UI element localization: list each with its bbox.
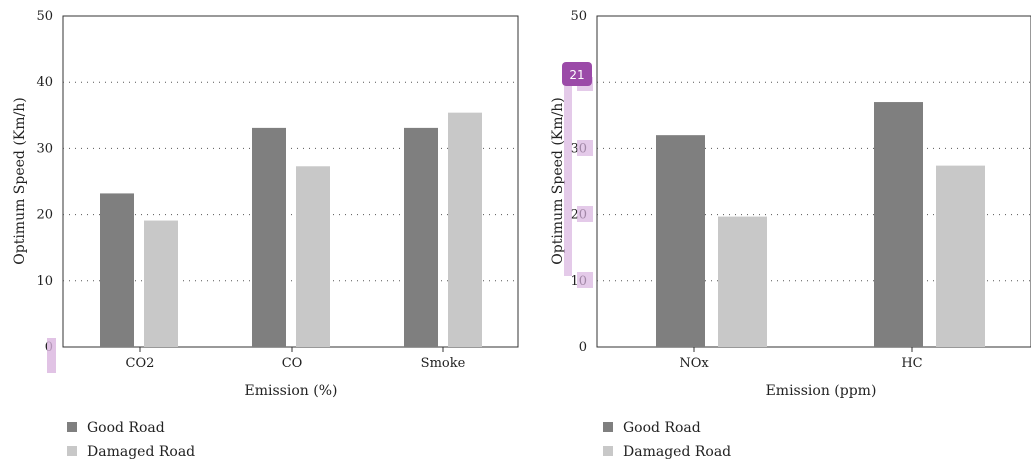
x-axis-title: Emission (%) xyxy=(245,383,338,399)
x-tick-label: Smoke xyxy=(421,356,466,371)
bar-damaged-road-co2 xyxy=(144,220,178,347)
legend-swatch xyxy=(603,422,613,432)
y-axis-title: Optimum Speed (Km/h) xyxy=(12,97,28,265)
legend-swatch xyxy=(67,446,77,456)
chart-panel-2: 01020304050NOxHCEmission (ppm)Optimum Sp… xyxy=(550,9,1031,460)
annotation-overlay: 21 xyxy=(47,62,593,373)
y-tick-label: 40 xyxy=(36,75,53,90)
bar-good-road-co xyxy=(252,127,286,348)
y-tick-label: 50 xyxy=(36,9,53,24)
y-tick-label: 0 xyxy=(579,340,587,355)
legend-label: Good Road xyxy=(623,420,701,436)
highlight-mark xyxy=(577,272,593,288)
legend-swatch xyxy=(67,422,77,432)
bar-good-road-hc xyxy=(874,102,923,347)
y-tick-label: 30 xyxy=(36,141,53,156)
bar-damaged-road-nox xyxy=(718,216,767,347)
chart-panel-1: 01020304050CO2COSmokeEmission (%)Optimum… xyxy=(12,9,519,460)
x-tick-label: HC xyxy=(901,356,922,371)
bar-damaged-road-co xyxy=(296,166,330,347)
y-axis-title: Optimum Speed (Km/h) xyxy=(550,97,566,265)
highlight-mark xyxy=(564,86,572,276)
bar-good-road-smoke xyxy=(404,127,438,348)
legend-label: Good Road xyxy=(87,420,165,436)
highlight-mark xyxy=(47,338,56,373)
plot-frame xyxy=(596,15,1031,348)
x-axis-title: Emission (ppm) xyxy=(766,383,877,399)
x-tick-label: NOx xyxy=(679,356,709,371)
y-tick-label: 10 xyxy=(36,274,53,289)
y-tick-label: 50 xyxy=(570,9,587,24)
highlight-mark xyxy=(577,206,593,222)
legend-label: Damaged Road xyxy=(87,444,195,460)
x-tick-label: CO xyxy=(282,356,303,371)
bar-good-road-nox xyxy=(656,135,705,347)
highlight-mark xyxy=(577,140,593,156)
bar-damaged-road-hc xyxy=(936,165,985,347)
number-badge-label: 21 xyxy=(569,68,584,82)
number-badge xyxy=(562,62,592,86)
bar-good-road-co2 xyxy=(100,193,134,347)
bar-damaged-road-smoke xyxy=(448,112,482,347)
plot-frame xyxy=(62,15,519,348)
y-tick-label: 20 xyxy=(36,208,53,223)
legend-swatch xyxy=(603,446,613,456)
x-tick-label: CO2 xyxy=(126,356,155,371)
legend-label: Damaged Road xyxy=(623,444,731,460)
